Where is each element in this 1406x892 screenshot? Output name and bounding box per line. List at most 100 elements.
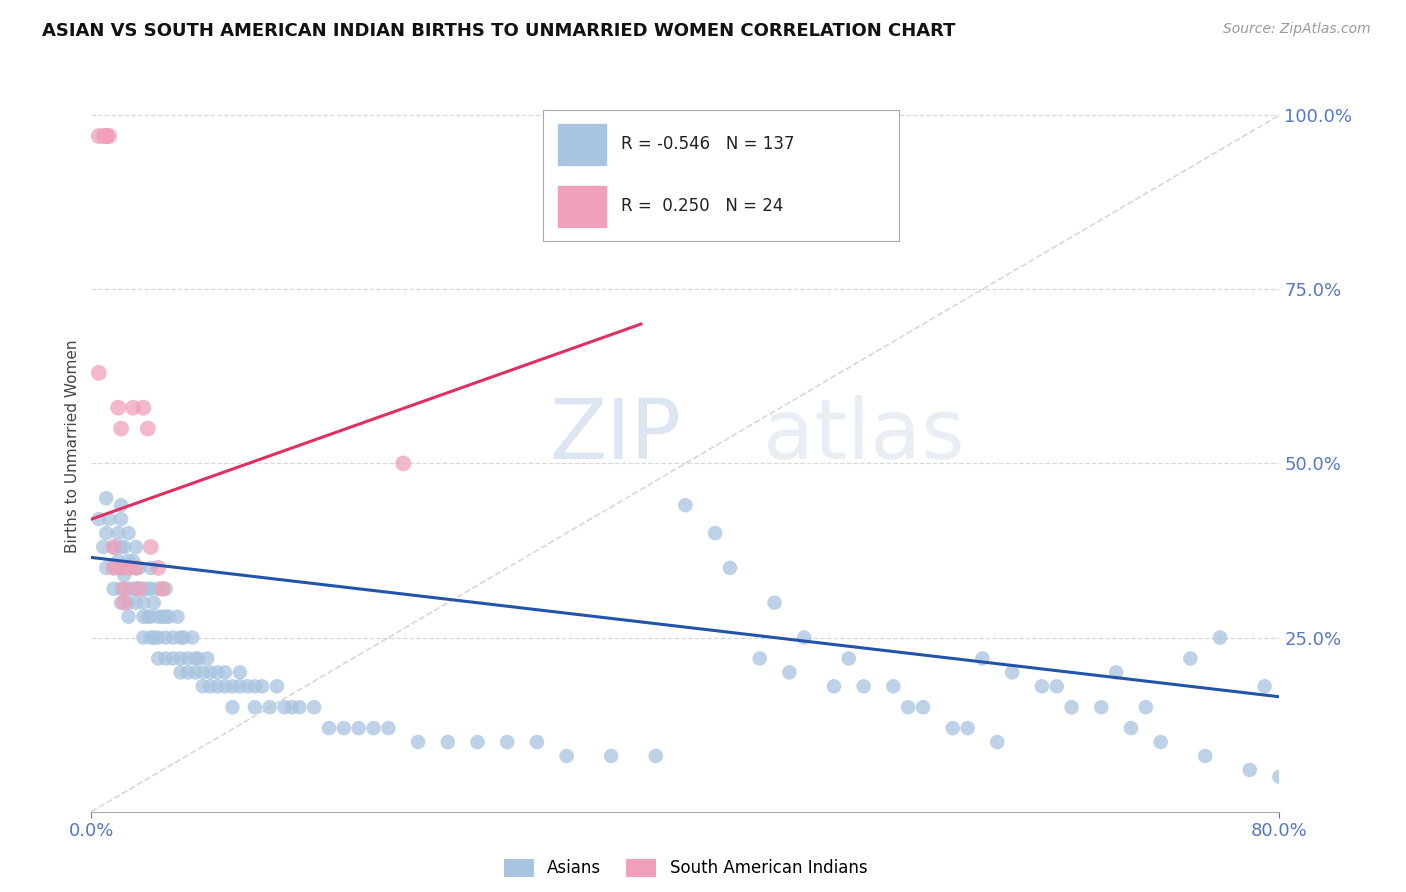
Point [673, 498, 696, 512]
Point [207, 679, 229, 693]
Point [128, 582, 150, 596]
Point [243, 700, 266, 714]
Point [181, 631, 204, 645]
Point [155, 609, 177, 624]
Point [87, 366, 110, 380]
Point [139, 540, 162, 554]
Point [1090, 700, 1112, 714]
Point [184, 665, 207, 680]
Point [214, 665, 236, 680]
Point [132, 401, 155, 415]
Point [1194, 749, 1216, 764]
Point [823, 679, 845, 693]
Point [1284, 665, 1306, 680]
Point [142, 631, 165, 645]
Point [526, 735, 548, 749]
Point [117, 596, 139, 610]
Point [125, 540, 148, 554]
Point [112, 540, 135, 554]
Point [169, 651, 191, 665]
Point [333, 721, 356, 735]
Point [1060, 700, 1083, 714]
Point [96, 526, 118, 541]
Point [259, 700, 281, 714]
Point [103, 561, 125, 575]
Point [1001, 665, 1024, 680]
Point [91, 128, 114, 143]
Point [169, 665, 191, 680]
Point [363, 721, 385, 735]
Text: ZIP: ZIP [548, 394, 681, 475]
Point [152, 609, 174, 624]
Point [148, 651, 170, 665]
Point [162, 651, 184, 665]
Point [166, 609, 188, 624]
Point [956, 721, 979, 735]
Point [392, 457, 415, 471]
Point [972, 651, 994, 665]
Point [281, 700, 304, 714]
Point [214, 679, 236, 693]
Point [96, 561, 118, 575]
Point [838, 651, 860, 665]
Point [112, 567, 135, 582]
Point [110, 596, 132, 610]
Point [136, 421, 159, 435]
Point [942, 721, 965, 735]
Point [986, 735, 1008, 749]
Point [718, 561, 741, 575]
Point [103, 540, 125, 554]
Point [1180, 651, 1202, 665]
Point [155, 651, 177, 665]
Point [406, 735, 429, 749]
Point [125, 596, 148, 610]
Point [110, 561, 132, 575]
Point [200, 679, 222, 693]
Point [436, 735, 458, 749]
Point [122, 401, 145, 415]
Point [139, 582, 162, 596]
Point [467, 735, 489, 749]
Point [266, 679, 288, 693]
Point [112, 582, 135, 596]
Point [221, 679, 243, 693]
Point [793, 631, 815, 645]
Point [191, 665, 214, 680]
Point [128, 561, 150, 575]
Point [117, 609, 139, 624]
Point [103, 561, 125, 575]
Point [221, 700, 243, 714]
Point [122, 554, 145, 568]
Point [187, 651, 209, 665]
Point [1239, 763, 1261, 777]
Point [273, 700, 295, 714]
Point [103, 540, 125, 554]
Y-axis label: Births to Unmarried Women: Births to Unmarried Women [65, 339, 80, 553]
Legend: Asians, South American Indians: Asians, South American Indians [498, 852, 873, 884]
Point [1149, 735, 1171, 749]
Point [139, 561, 162, 575]
Point [347, 721, 370, 735]
Point [1135, 700, 1157, 714]
Point [1105, 665, 1128, 680]
Point [117, 561, 139, 575]
Point [110, 498, 132, 512]
Point [882, 679, 904, 693]
Point [897, 700, 920, 714]
Point [91, 540, 114, 554]
Point [142, 596, 165, 610]
Point [496, 735, 519, 749]
Point [117, 554, 139, 568]
Point [195, 651, 218, 665]
Point [243, 679, 266, 693]
Point [96, 128, 118, 143]
Point [157, 609, 180, 624]
Point [200, 665, 222, 680]
Point [139, 609, 162, 624]
Point [132, 596, 155, 610]
Point [87, 512, 110, 526]
Text: atlas: atlas [762, 394, 965, 475]
Point [1046, 679, 1069, 693]
Point [125, 582, 148, 596]
Point [155, 582, 177, 596]
